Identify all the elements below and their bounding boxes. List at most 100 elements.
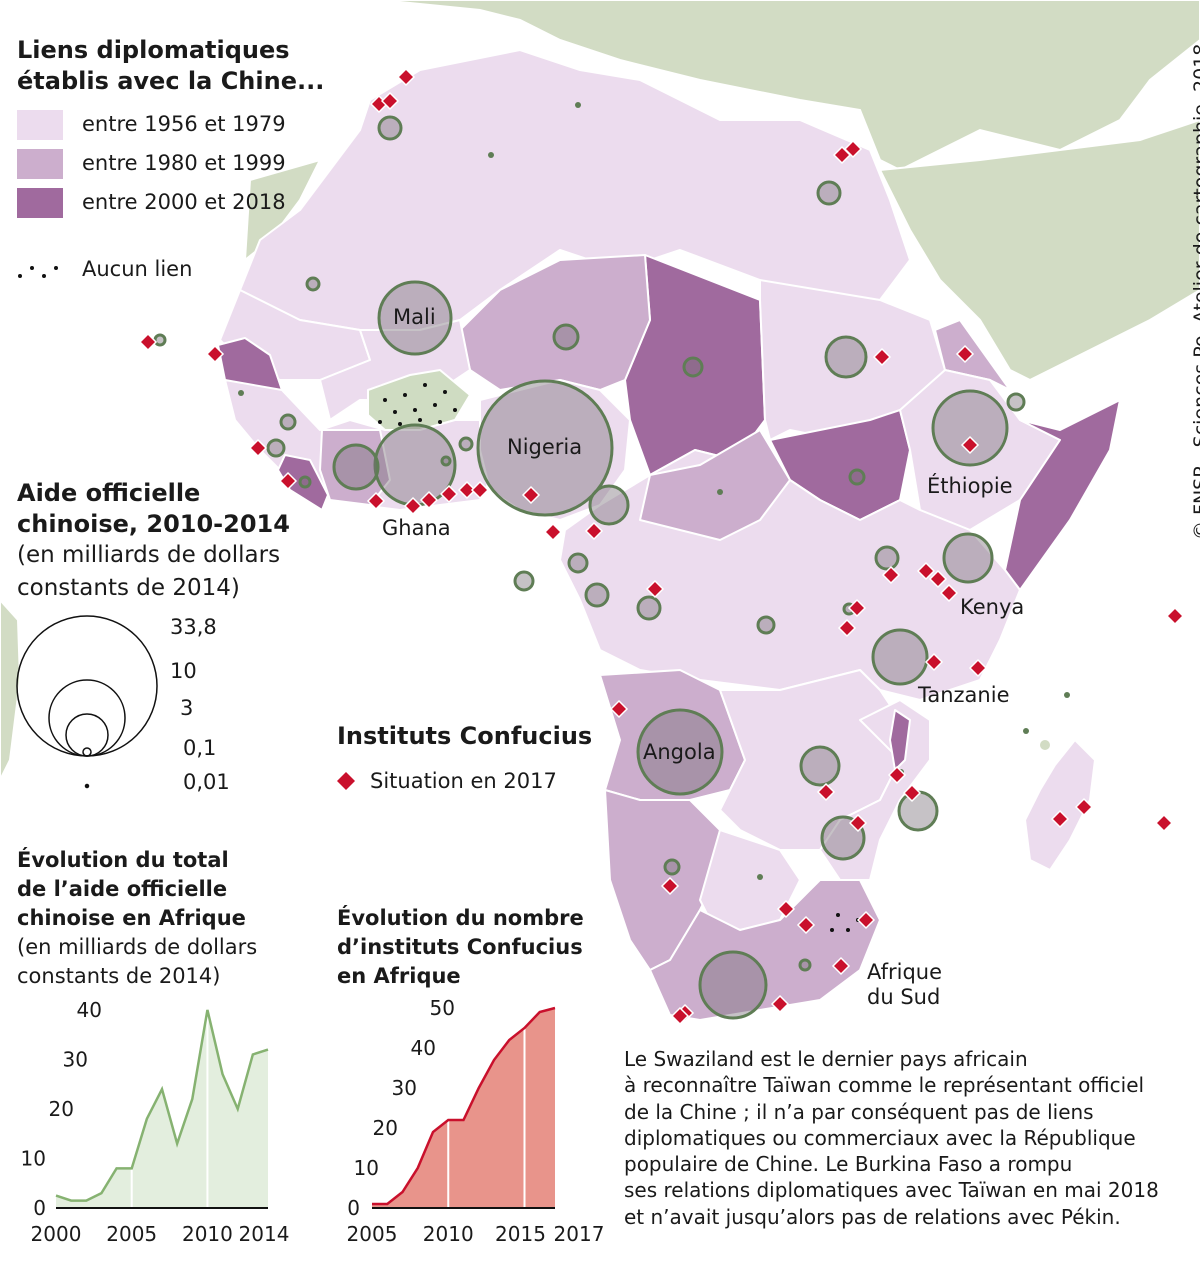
chart-x-tick: 2010 (182, 1222, 233, 1246)
country-malawi (889, 709, 911, 771)
aid-circle-south-sudan (848, 468, 866, 486)
chart-x-tick: 2005 (106, 1222, 157, 1246)
legend-links-item-3: entre 2000 et 2018 (82, 190, 286, 214)
legend-confucius-title: Instituts Confucius (337, 722, 593, 750)
legend-aid-title-2: chinoise, 2010-2014 (17, 510, 290, 538)
chart-y-tick: 10 (354, 1156, 379, 1180)
chart-area (372, 1008, 555, 1208)
aid-circle-drc (756, 615, 776, 635)
chart1-title-1: Évolution du total (17, 848, 229, 872)
aid-circle-sudan (824, 335, 868, 379)
credit: © FNSP - Sciences Po, Atelier de cartogr… (1190, 43, 1200, 540)
country-north-africa (239, 49, 911, 331)
country-somalia (1004, 399, 1121, 591)
aid-circle-chad (682, 356, 704, 378)
aid-circle-uganda (874, 545, 900, 571)
chart-y-tick: 20 (49, 1097, 74, 1121)
chart1-sub-1: (en milliards de dollars (17, 935, 258, 959)
label-mali: Mali (393, 305, 436, 329)
legend-links-title-1: Liens diplomatiques (17, 36, 290, 64)
aid-circle-mozambique (897, 790, 939, 832)
aid-circle-angola (636, 708, 724, 796)
legend-size-0-1: 0,1 (183, 736, 217, 760)
label-afrique-sud-2: du Sud (867, 985, 941, 1009)
swaziland-note: Le Swaziland est le dernier pays africai… (624, 1047, 1159, 1229)
chart1-title-2: de l’aide officielle (17, 877, 228, 901)
aid-circle-mali (377, 280, 453, 356)
legend-links-item-2: entre 1980 et 1999 (82, 151, 286, 175)
aid-circle-ethiopia (931, 389, 1009, 467)
chart-area (56, 1009, 268, 1208)
aid-circle-zambia (799, 745, 841, 787)
chart-y-tick: 10 (21, 1146, 46, 1170)
surrounding-land (0, 0, 1200, 781)
legend-size-10: 10 (170, 659, 197, 683)
aid-circle-liberia (298, 475, 312, 489)
arabia-landmass (878, 118, 1200, 382)
aid-circle-kenya (942, 532, 994, 584)
aid-circle-cape-verde (153, 333, 167, 347)
chart-line (55, 1009, 269, 1202)
europe-landmass (379, 0, 1200, 172)
aid-circle-nigeria (476, 379, 614, 517)
aid-circle-morocco (377, 115, 403, 141)
label-afrique-sud-1: Afrique (867, 960, 943, 984)
label-tanzanie: Tanzanie (918, 683, 1010, 707)
chart2-title-3: en Afrique (337, 964, 461, 988)
chart-x-tick: 2014 (239, 1222, 290, 1246)
legend-links-swatches (17, 110, 63, 278)
legend-confucius-diamond (337, 772, 355, 790)
legend-aid-circles (16, 615, 158, 789)
confucius-markers (138, 67, 1185, 1026)
aid-circle-south-africa (698, 950, 768, 1020)
country-madagascar (1024, 739, 1096, 871)
legend-size-3: 3 (180, 696, 194, 720)
label-nigeria: Nigeria (507, 435, 583, 459)
aid-circle-niger (552, 323, 580, 351)
chart-aid-total: 0 10 20 30 40 2000 2005 2010 2014 (21, 995, 290, 1246)
legend-aid-sub-2: constants de 2014) (17, 575, 240, 601)
chart2-title-1: Évolution du nombre (337, 906, 584, 930)
aid-circle-cameroon (588, 484, 630, 526)
label-ghana: Ghana (382, 516, 451, 540)
south-america-edge (0, 598, 22, 781)
chart-x-tick: 2010 (423, 1222, 474, 1246)
legend-size-33-8: 33,8 (170, 615, 217, 639)
aid-circle-guinea (279, 413, 297, 431)
legend-links-title-2: établis avec la Chine... (17, 67, 325, 95)
chart-y-tick: 30 (63, 1047, 88, 1071)
legend-no-link: Aucun lien (82, 257, 193, 281)
aid-circle-namibia (663, 858, 681, 876)
chart-y-tick: 40 (77, 998, 102, 1022)
chart-y-tick: 20 (373, 1116, 398, 1140)
aid-circle-djibouti (1006, 392, 1026, 412)
aid-circle-lesotho (798, 958, 812, 972)
chart1-sub-2: constants de 2014) (17, 964, 221, 988)
country-cote-ivoire (319, 429, 391, 506)
legend-aid-sub-1: (en milliards de dollars (17, 542, 281, 568)
chart-x-tick: 2000 (31, 1222, 82, 1246)
chart-y-tick: 30 (392, 1076, 417, 1100)
chart-y-tick: 0 (33, 1196, 46, 1220)
chart-x-tick: 2017 (554, 1222, 605, 1246)
aid-circle-togo (458, 436, 474, 452)
country-angola (599, 669, 746, 801)
aid-circle-mauritania (305, 276, 321, 292)
legend-size-0-01: 0,01 (183, 770, 230, 794)
chart-y-tick: 50 (430, 996, 455, 1020)
chart-line (372, 1006, 556, 1206)
aid-circle-sao-tome (513, 570, 535, 592)
chart2-title-2: d’instituts Confucius (337, 935, 583, 959)
aid-circle-tanzania (871, 628, 929, 686)
country-car (639, 429, 791, 541)
aid-circle-sierra-leone (266, 438, 286, 458)
aid-circle-benin (440, 455, 452, 467)
legend-confucius-item: Situation en 2017 (370, 769, 557, 793)
legend-links-item-1: entre 1956 et 1979 (82, 112, 286, 136)
aid-circle-egypt (816, 180, 842, 206)
chart-x-tick: 2015 (495, 1222, 546, 1246)
chart1-title-3: chinoise en Afrique (17, 906, 246, 930)
chart-confucius-count: 0 10 20 30 40 50 2005 2010 2015 2017 (347, 995, 605, 1246)
aid-circle-gabon (584, 582, 610, 608)
